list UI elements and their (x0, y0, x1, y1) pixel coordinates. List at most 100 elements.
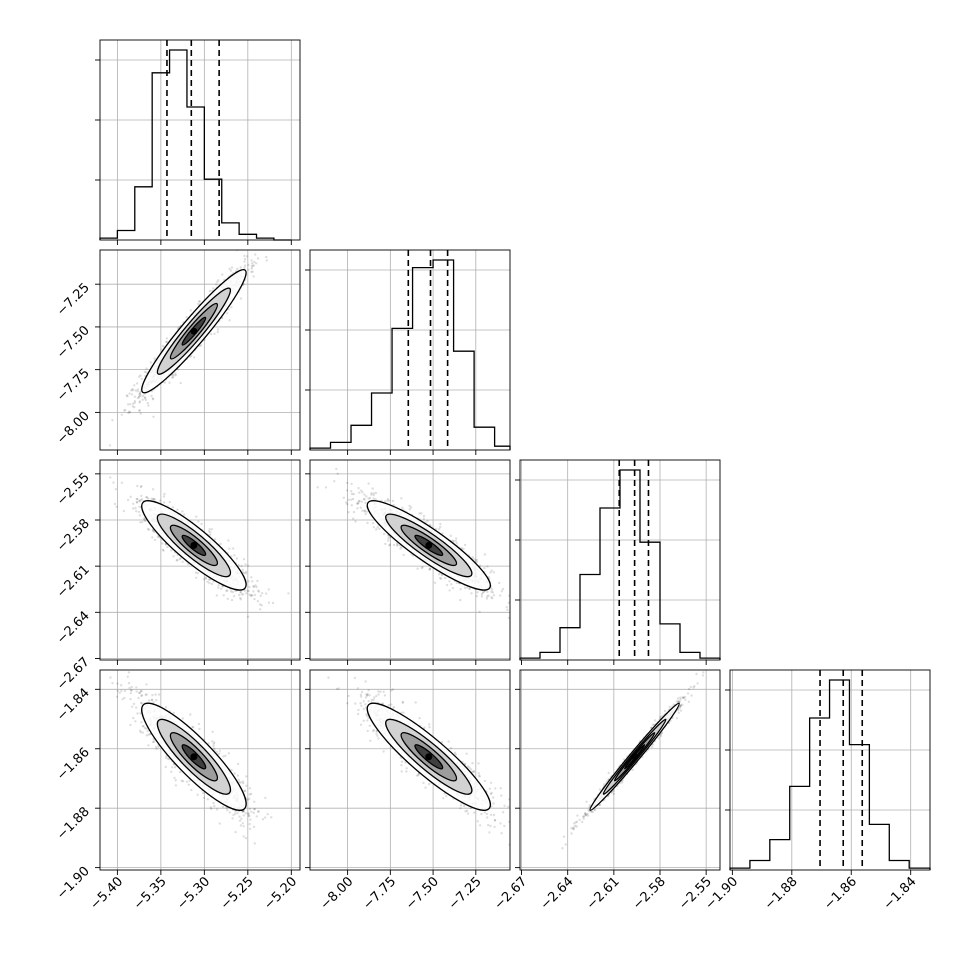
sample-point (144, 693, 147, 696)
sample-point (251, 264, 254, 267)
sample-point (253, 597, 256, 601)
sample-point (360, 500, 363, 503)
sample-point (143, 396, 147, 399)
sample-point (231, 590, 234, 594)
sample-point (173, 766, 177, 769)
sample-point (490, 590, 493, 593)
sample-point (463, 586, 467, 590)
sample-point (365, 495, 368, 498)
sample-point (260, 604, 263, 607)
sample-point (161, 542, 164, 545)
sample-point (209, 806, 212, 809)
sample-point (139, 521, 142, 524)
sample-point (247, 814, 250, 818)
sample-point (468, 587, 472, 591)
sample-point (239, 591, 242, 594)
sample-point (492, 594, 496, 597)
sample-point (372, 497, 375, 500)
sample-point (133, 400, 137, 403)
sample-point (155, 747, 158, 750)
scatter-group (316, 467, 530, 620)
sample-point (474, 558, 477, 562)
sample-point (215, 594, 218, 597)
sample-point (448, 580, 451, 583)
sample-point (382, 532, 386, 536)
sample-point (244, 563, 247, 566)
sample-point (365, 510, 368, 513)
sample-point (256, 600, 260, 603)
sample-point (356, 507, 359, 510)
sample-point (120, 481, 124, 484)
sample-point (528, 606, 530, 608)
sample-point (156, 535, 160, 539)
sample-point (359, 506, 362, 509)
sample-point (197, 300, 201, 303)
sample-point (490, 569, 493, 572)
sample-point (131, 405, 135, 408)
y-tick-label: −1.88 (54, 804, 93, 843)
sample-point (176, 558, 179, 562)
sample-point (357, 500, 360, 503)
sample-point (252, 590, 255, 593)
sample-point (499, 594, 502, 597)
sample-point (138, 514, 141, 517)
sample-point (147, 744, 150, 747)
sample-point (138, 505, 141, 508)
sample-point (241, 822, 244, 825)
sample-point (216, 330, 219, 334)
sample-point (215, 283, 218, 286)
sample-point (387, 539, 390, 542)
sample-point (217, 586, 220, 589)
sample-point (360, 489, 363, 492)
sample-point (220, 587, 223, 590)
sample-point (243, 254, 246, 258)
sample-point (213, 538, 217, 541)
sample-point (483, 553, 487, 556)
sample-point (196, 793, 199, 796)
sample-point (232, 547, 235, 550)
sample-point (358, 499, 361, 503)
sample-point (208, 289, 212, 293)
sample-point (157, 745, 160, 748)
sample-point (136, 390, 139, 393)
sample-point (490, 596, 493, 599)
sample-point (449, 534, 452, 537)
sample-point (356, 502, 359, 505)
sample-point (372, 492, 375, 495)
sample-point (211, 730, 214, 733)
sample-point (463, 543, 467, 547)
sample-point (139, 485, 143, 489)
sample-point (138, 375, 141, 378)
sample-point (232, 595, 236, 598)
sample-point (378, 527, 381, 531)
sample-point (141, 731, 144, 734)
sample-point (161, 548, 165, 551)
sample-point (159, 499, 162, 502)
sample-point (351, 517, 355, 520)
sample-point (466, 586, 469, 589)
sample-point (476, 591, 479, 594)
sample-point (178, 558, 182, 561)
sample-point (239, 824, 243, 827)
y-tick-label: −1.86 (54, 745, 93, 784)
sample-point (269, 247, 271, 249)
sample-point (421, 566, 424, 569)
sample-point (138, 401, 141, 404)
sample-point (133, 406, 136, 409)
sample-point (133, 401, 136, 404)
sample-point (139, 731, 142, 734)
sample-point (250, 594, 253, 597)
sample-point (87, 444, 89, 446)
sample-point (480, 595, 484, 598)
sample-point (468, 587, 471, 590)
sample-point (114, 488, 118, 491)
sample-point (361, 491, 364, 494)
sample-point (418, 512, 421, 515)
sample-point (396, 543, 399, 546)
sample-point (256, 579, 259, 583)
sample-point (230, 555, 233, 558)
sample-point (207, 530, 211, 533)
sample-point (129, 495, 132, 498)
sample-point (438, 527, 441, 531)
sample-point (140, 377, 143, 380)
